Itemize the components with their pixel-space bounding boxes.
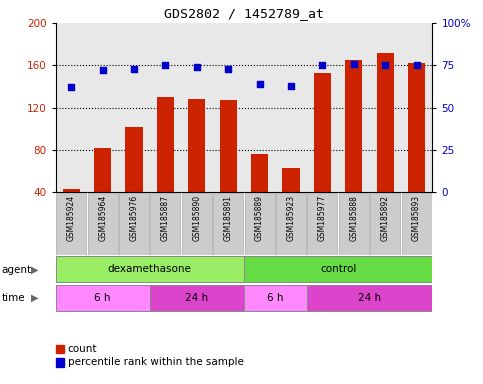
Bar <box>188 99 205 192</box>
Text: percentile rank within the sample: percentile rank within the sample <box>68 358 243 367</box>
Text: GSM185889: GSM185889 <box>255 195 264 241</box>
FancyBboxPatch shape <box>56 193 86 255</box>
Point <box>130 66 138 72</box>
FancyBboxPatch shape <box>244 193 275 255</box>
FancyBboxPatch shape <box>244 285 307 311</box>
Text: dexamethasone: dexamethasone <box>108 264 192 275</box>
Text: count: count <box>68 344 97 354</box>
Text: 24 h: 24 h <box>185 293 208 303</box>
Text: GSM185964: GSM185964 <box>98 195 107 242</box>
Bar <box>157 97 174 192</box>
Text: GSM185893: GSM185893 <box>412 195 421 241</box>
Bar <box>220 100 237 192</box>
Point <box>350 61 357 67</box>
FancyBboxPatch shape <box>339 193 369 255</box>
Text: 6 h: 6 h <box>267 293 284 303</box>
Point <box>412 62 420 68</box>
Bar <box>94 148 111 192</box>
Text: GSM185892: GSM185892 <box>381 195 390 241</box>
FancyBboxPatch shape <box>87 193 118 255</box>
Text: GSM185888: GSM185888 <box>349 195 358 241</box>
Text: GSM185891: GSM185891 <box>224 195 233 241</box>
Text: GSM185976: GSM185976 <box>129 195 139 242</box>
Bar <box>345 60 362 192</box>
Point <box>193 64 201 70</box>
FancyBboxPatch shape <box>401 193 432 255</box>
Text: 6 h: 6 h <box>94 293 111 303</box>
FancyBboxPatch shape <box>56 257 244 282</box>
Text: ▶: ▶ <box>31 293 39 303</box>
Point <box>161 62 170 68</box>
FancyBboxPatch shape <box>56 285 150 311</box>
FancyBboxPatch shape <box>213 193 243 255</box>
Point <box>224 66 232 72</box>
Title: GDS2802 / 1452789_at: GDS2802 / 1452789_at <box>164 7 324 20</box>
Bar <box>283 168 299 192</box>
FancyBboxPatch shape <box>182 193 212 255</box>
Bar <box>314 73 331 192</box>
Point <box>256 81 264 87</box>
Text: GSM185887: GSM185887 <box>161 195 170 241</box>
Text: 24 h: 24 h <box>358 293 381 303</box>
FancyBboxPatch shape <box>150 193 181 255</box>
Text: GSM185890: GSM185890 <box>192 195 201 241</box>
Point <box>287 83 295 89</box>
FancyBboxPatch shape <box>370 193 400 255</box>
Text: agent: agent <box>1 265 31 275</box>
FancyBboxPatch shape <box>150 285 244 311</box>
Bar <box>408 63 425 192</box>
FancyBboxPatch shape <box>276 193 306 255</box>
Point <box>319 62 327 68</box>
Bar <box>126 127 142 192</box>
Point <box>99 67 107 73</box>
Bar <box>63 189 80 192</box>
Text: GSM185923: GSM185923 <box>286 195 296 241</box>
FancyBboxPatch shape <box>307 285 432 311</box>
Point <box>382 62 389 68</box>
Bar <box>377 53 394 192</box>
FancyBboxPatch shape <box>119 193 149 255</box>
FancyBboxPatch shape <box>244 257 432 282</box>
Point <box>68 84 75 90</box>
FancyBboxPatch shape <box>307 193 338 255</box>
Text: control: control <box>320 264 356 275</box>
Text: GSM185924: GSM185924 <box>67 195 76 241</box>
Text: ▶: ▶ <box>31 265 39 275</box>
Text: GSM185977: GSM185977 <box>318 195 327 242</box>
Bar <box>251 154 268 192</box>
Text: time: time <box>1 293 25 303</box>
